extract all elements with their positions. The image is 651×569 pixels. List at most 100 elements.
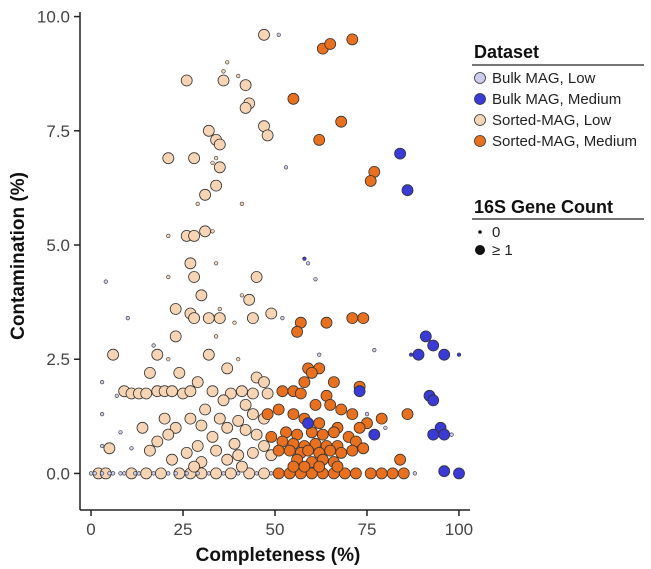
data-point bbox=[239, 102, 252, 114]
data-point bbox=[324, 444, 337, 457]
data-point bbox=[221, 471, 226, 476]
data-point bbox=[375, 467, 388, 480]
data-point bbox=[386, 467, 399, 480]
y-tick-label: 7.5 bbox=[46, 122, 70, 141]
data-point bbox=[99, 412, 105, 417]
x-axis-ticks: 0 25 50 75 100 bbox=[86, 510, 473, 539]
data-point bbox=[258, 28, 270, 41]
data-point bbox=[453, 467, 465, 480]
data-point bbox=[364, 412, 370, 417]
data-point bbox=[118, 430, 123, 435]
data-point bbox=[107, 348, 119, 361]
legend-entry-label: Bulk MAG, Medium bbox=[492, 91, 621, 108]
data-point bbox=[409, 352, 414, 357]
size-legend-label: ≥ 1 bbox=[492, 242, 513, 259]
data-point bbox=[199, 188, 212, 201]
data-point bbox=[346, 312, 359, 325]
data-point bbox=[346, 33, 359, 46]
data-point bbox=[225, 60, 230, 65]
data-point bbox=[188, 271, 201, 283]
data-point bbox=[236, 73, 241, 79]
data-point bbox=[210, 229, 215, 234]
data-point bbox=[287, 92, 300, 105]
data-point bbox=[136, 471, 141, 476]
data-point bbox=[331, 460, 344, 473]
data-point bbox=[88, 471, 94, 476]
data-point bbox=[213, 412, 226, 425]
data-point bbox=[298, 376, 311, 389]
data-point bbox=[191, 440, 204, 452]
data-point bbox=[327, 426, 340, 439]
data-point bbox=[129, 446, 134, 451]
data-point bbox=[309, 398, 322, 411]
data-point bbox=[306, 261, 311, 266]
data-point bbox=[214, 156, 219, 161]
data-point bbox=[401, 184, 414, 197]
data-point bbox=[224, 387, 237, 400]
data-point bbox=[210, 160, 215, 165]
data-point bbox=[394, 453, 407, 466]
size-legend-marker bbox=[478, 230, 482, 234]
data-point bbox=[143, 366, 156, 379]
data-point bbox=[346, 444, 359, 457]
data-point bbox=[394, 147, 407, 160]
data-point bbox=[283, 444, 296, 457]
data-point bbox=[140, 387, 153, 400]
data-point bbox=[202, 312, 215, 325]
data-point bbox=[239, 398, 252, 411]
data-point bbox=[99, 443, 105, 449]
data-point bbox=[195, 289, 208, 302]
data-point bbox=[243, 293, 256, 306]
data-point bbox=[294, 387, 307, 400]
data-point bbox=[184, 385, 197, 398]
data-point bbox=[364, 467, 377, 480]
data-point bbox=[287, 460, 300, 473]
data-point bbox=[320, 316, 333, 329]
legend-swatch bbox=[474, 114, 486, 126]
data-point bbox=[213, 138, 226, 151]
series-bulk-mag-low bbox=[88, 32, 454, 476]
data-point bbox=[125, 316, 130, 321]
data-point bbox=[188, 229, 201, 242]
y-axis-ticks: 0.0 2.5 5.0 7.5 10.0 bbox=[37, 8, 80, 483]
data-point bbox=[184, 471, 189, 476]
data-point bbox=[184, 412, 197, 425]
data-point bbox=[397, 467, 410, 480]
data-point bbox=[235, 460, 248, 473]
data-point bbox=[166, 233, 171, 238]
data-point bbox=[254, 471, 259, 476]
data-point bbox=[110, 471, 116, 476]
data-point bbox=[173, 471, 178, 476]
data-point bbox=[246, 312, 259, 325]
series-sorted-mag-medium bbox=[261, 33, 414, 480]
data-point bbox=[305, 366, 318, 379]
data-point bbox=[269, 471, 274, 476]
data-point bbox=[99, 471, 105, 476]
data-point bbox=[401, 408, 414, 421]
data-point bbox=[427, 428, 440, 441]
data-point bbox=[206, 430, 219, 443]
data-point bbox=[357, 442, 370, 455]
data-point bbox=[438, 348, 451, 361]
data-point bbox=[353, 421, 366, 434]
data-point bbox=[103, 279, 108, 284]
data-point bbox=[151, 471, 156, 476]
data-point bbox=[272, 403, 285, 416]
points-layer bbox=[88, 28, 465, 480]
x-tick-label: 25 bbox=[174, 520, 193, 539]
data-point bbox=[221, 421, 234, 434]
y-tick-label: 2.5 bbox=[46, 350, 70, 369]
data-point bbox=[250, 428, 263, 441]
data-point bbox=[133, 471, 138, 476]
data-point bbox=[239, 293, 244, 298]
y-tick-label: 0.0 bbox=[46, 464, 70, 483]
data-point bbox=[166, 274, 171, 280]
data-point bbox=[232, 414, 245, 427]
series-sorted-mag-low bbox=[92, 28, 300, 480]
data-point bbox=[302, 417, 315, 430]
data-point bbox=[316, 428, 329, 441]
data-point bbox=[221, 69, 226, 74]
data-point bbox=[232, 320, 237, 325]
data-point bbox=[438, 465, 451, 478]
